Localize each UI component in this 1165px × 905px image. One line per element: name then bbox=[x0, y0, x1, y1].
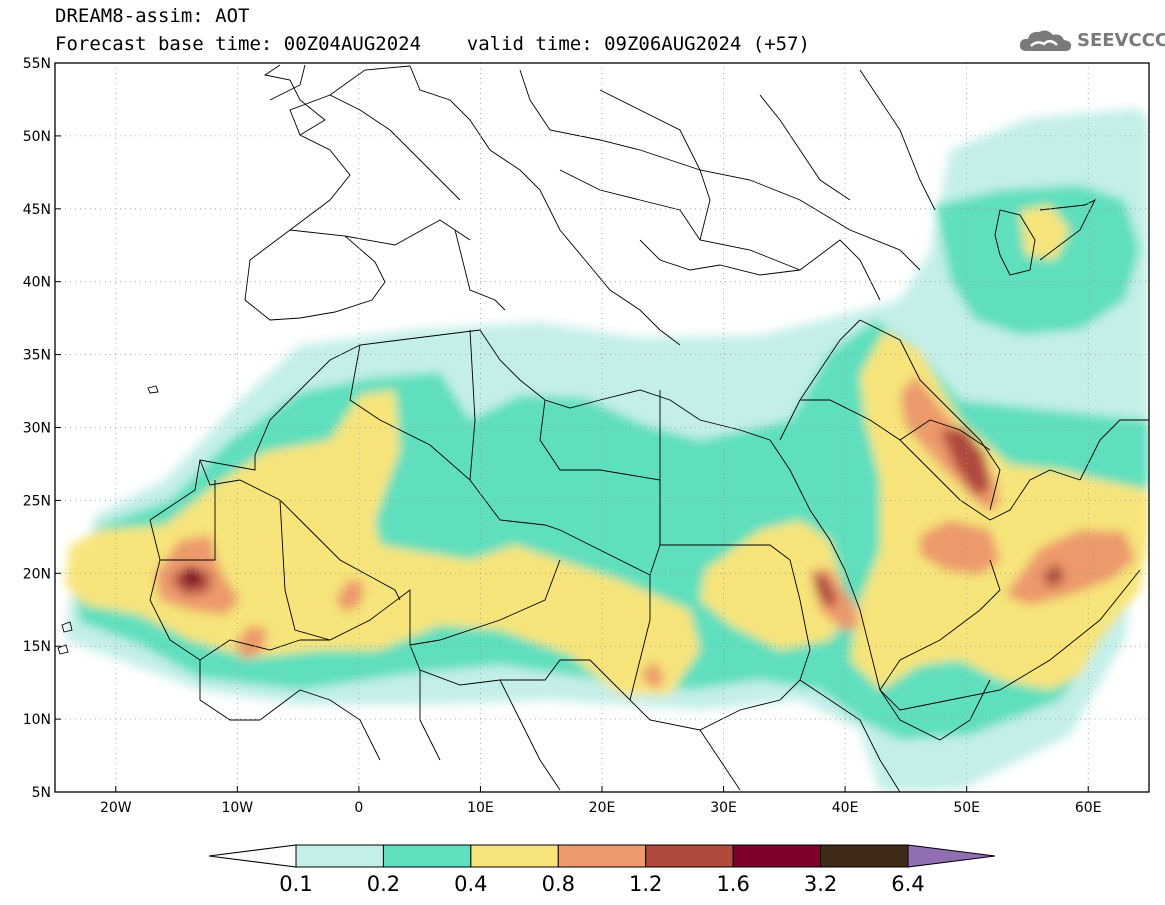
colorbar: 0.1 0.2 0.4 0.8 1.2 1.6 3.2 6.4 bbox=[208, 844, 996, 896]
colorbar-label: 1.6 bbox=[716, 872, 749, 896]
colorbar-label: 0.2 bbox=[367, 872, 400, 896]
lon-label: 10W bbox=[221, 800, 253, 816]
lat-label: 30N bbox=[23, 421, 51, 437]
lat-label: 45N bbox=[23, 202, 51, 218]
lat-label: 55N bbox=[23, 56, 51, 72]
longitude-axis: 20W 10W 0 10E 20E 30E 40E 50E 60E bbox=[100, 786, 1102, 816]
colorbar-label: 1.2 bbox=[629, 872, 662, 896]
latitude-axis: 55N 50N 45N 40N 35N 30N 25N 20N 15N 10N 5N bbox=[23, 56, 61, 801]
lon-label: 50E bbox=[953, 800, 980, 816]
colorbar-segment bbox=[557, 844, 647, 868]
seevccc-logo: SEEVCCC bbox=[1017, 26, 1165, 56]
colorbar-high-triangle bbox=[907, 844, 996, 868]
forecast-time-label: Forecast base time: 00Z04AUG2024 valid t… bbox=[55, 33, 810, 55]
colorbar-label: 6.4 bbox=[891, 872, 924, 896]
colorbar-label: 3.2 bbox=[804, 872, 837, 896]
colorbar-label: 0.4 bbox=[454, 872, 487, 896]
lat-label: 40N bbox=[23, 275, 51, 291]
aot-level-1.2 bbox=[170, 428, 1065, 608]
lon-label: 10E bbox=[467, 800, 494, 816]
colorbar-label: 0.1 bbox=[279, 872, 312, 896]
lon-label: 20E bbox=[589, 800, 616, 816]
lat-label: 50N bbox=[23, 129, 51, 145]
aot-level-1.6 bbox=[183, 569, 201, 585]
colorbar-segment bbox=[295, 844, 384, 868]
colorbar-segment bbox=[645, 844, 734, 868]
logo-text: SEEVCCC bbox=[1077, 30, 1165, 51]
colorbar-segment bbox=[470, 844, 559, 868]
lon-label: 0 bbox=[354, 800, 363, 816]
colorbar-segment bbox=[820, 844, 909, 868]
lon-label: 40E bbox=[832, 800, 859, 816]
country-borders bbox=[57, 64, 1149, 792]
colorbar-segment bbox=[732, 844, 822, 868]
lat-label: 25N bbox=[23, 493, 51, 509]
lat-label: 20N bbox=[23, 566, 51, 582]
lon-label: 30E bbox=[710, 800, 737, 816]
colorbar-segment bbox=[382, 844, 472, 868]
cloud-icon bbox=[1019, 30, 1072, 52]
lat-label: 10N bbox=[23, 712, 51, 728]
colorbar-low-triangle bbox=[208, 844, 297, 868]
lat-label: 15N bbox=[23, 639, 51, 655]
lon-label: 60E bbox=[1075, 800, 1102, 816]
map-title: DREAM8-assim: AOT bbox=[55, 5, 250, 27]
dust-field bbox=[65, 108, 1149, 792]
colorbar-label: 0.8 bbox=[542, 872, 575, 896]
lat-label: 5N bbox=[32, 785, 51, 801]
lon-label: 20W bbox=[100, 800, 132, 816]
lat-label: 35N bbox=[23, 348, 51, 364]
